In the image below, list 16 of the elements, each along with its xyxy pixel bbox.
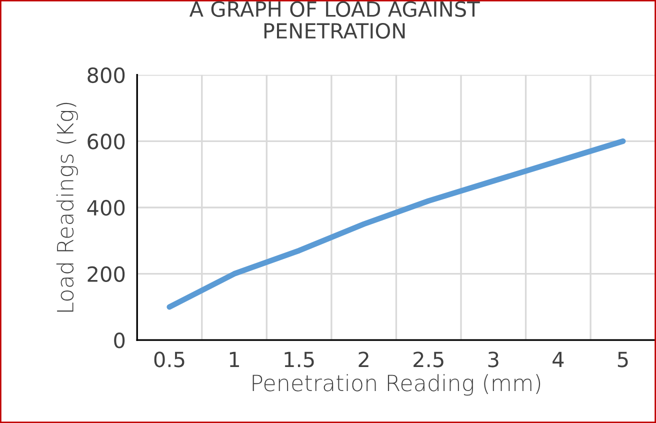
x-axis-title: Penetration Reading (mm) <box>252 374 540 396</box>
x-tick-label: 1 <box>230 352 239 368</box>
x-tick-label: 0.5 <box>154 352 184 368</box>
y-tick-label: 800 <box>88 67 125 84</box>
x-tick-label: 1.5 <box>284 352 314 368</box>
x-tick-label: 2 <box>358 352 368 368</box>
x-tick-label: 2.5 <box>414 352 444 368</box>
chart-title: A GRAPH OF LOAD AGAINST PENETRATION <box>189 1 480 39</box>
y-tick-label: 0 <box>114 332 125 348</box>
y-tick-label: 600 <box>88 134 125 150</box>
y-tick-label: 400 <box>87 200 125 216</box>
x-tick-label: 5 <box>618 352 628 368</box>
x-tick-label: 3 <box>488 352 498 368</box>
y-axis-title: Load Readings (Kg) <box>56 102 78 312</box>
x-tick-label: 4 <box>552 352 564 368</box>
y-tick-label: 200 <box>88 266 125 282</box>
